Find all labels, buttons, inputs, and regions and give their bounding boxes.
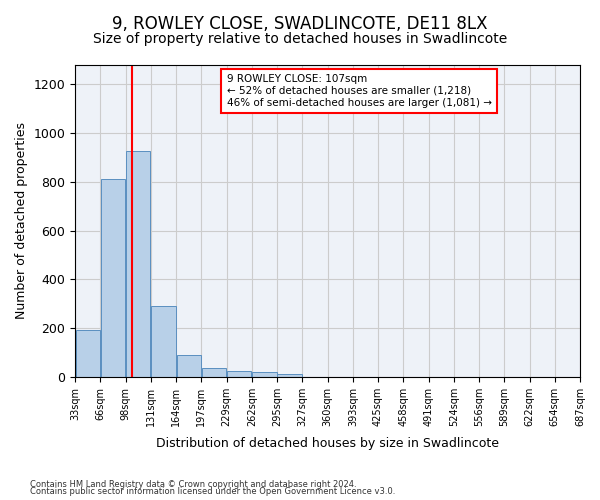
Text: 9, ROWLEY CLOSE, SWADLINCOTE, DE11 8LX: 9, ROWLEY CLOSE, SWADLINCOTE, DE11 8LX: [112, 15, 488, 33]
Bar: [202, 368, 226, 377]
Bar: [76, 330, 100, 377]
Bar: [277, 374, 302, 377]
Bar: [101, 179, 125, 377]
Text: Contains public sector information licensed under the Open Government Licence v3: Contains public sector information licen…: [30, 487, 395, 496]
Text: 9 ROWLEY CLOSE: 107sqm
← 52% of detached houses are smaller (1,218)
46% of semi-: 9 ROWLEY CLOSE: 107sqm ← 52% of detached…: [227, 74, 491, 108]
Text: Size of property relative to detached houses in Swadlincote: Size of property relative to detached ho…: [93, 32, 507, 46]
X-axis label: Distribution of detached houses by size in Swadlincote: Distribution of detached houses by size …: [156, 437, 499, 450]
Bar: [176, 356, 201, 377]
Text: Contains HM Land Registry data © Crown copyright and database right 2024.: Contains HM Land Registry data © Crown c…: [30, 480, 356, 489]
Bar: [151, 306, 176, 377]
Y-axis label: Number of detached properties: Number of detached properties: [15, 122, 28, 320]
Bar: [126, 150, 151, 377]
Bar: [252, 372, 277, 377]
Bar: [227, 372, 251, 377]
